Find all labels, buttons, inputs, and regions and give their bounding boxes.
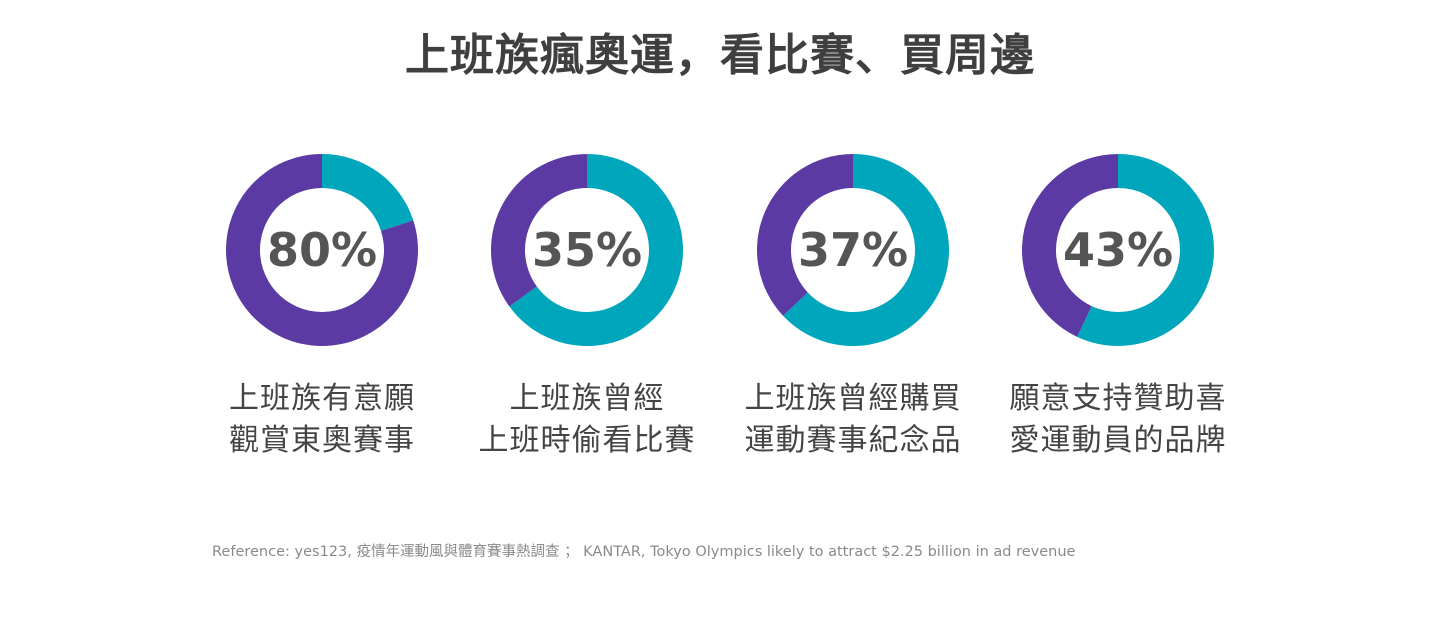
chart-caption-1: 上班族有意願 觀賞東奧賽事 <box>182 378 462 462</box>
donut-4: 43% <box>1022 154 1214 346</box>
caption-line-1: 上班族有意願 <box>229 381 415 416</box>
donut-3-slice-1 <box>783 154 949 346</box>
caption-line-1: 願意支持贊助喜 <box>1009 381 1227 416</box>
caption-line-2: 觀賞東奧賽事 <box>229 423 415 458</box>
donut-4-slice-2 <box>1022 154 1118 337</box>
caption-line-1: 上班族曾經購買 <box>744 381 962 416</box>
caption-line-1: 上班族曾經 <box>509 381 665 416</box>
donut-2: 35% <box>491 154 683 346</box>
donut-1-percent-label: 80% <box>267 223 377 277</box>
donut-4-percent-label: 43% <box>1063 223 1173 277</box>
donut-3: 37% <box>757 154 949 346</box>
chart-caption-4: 願意支持贊助喜 愛運動員的品牌 <box>978 378 1258 462</box>
donut-1: 80% <box>226 154 418 346</box>
chart-caption-3: 上班族曾經購買 運動賽事紀念品 <box>713 378 993 462</box>
caption-line-2: 愛運動員的品牌 <box>1009 423 1227 458</box>
donut-2-slice-2 <box>491 154 587 307</box>
page-title: 上班族瘋奧運，看比賽、買周邊 <box>405 30 1035 81</box>
caption-line-2: 上班時偷看比賽 <box>478 423 696 458</box>
donut-3-slice-2 <box>757 154 853 316</box>
donut-3-percent-label: 37% <box>798 223 908 277</box>
donut-1-slice-1 <box>322 154 414 231</box>
donut-1-slice-2 <box>226 154 418 346</box>
donut-4-slice-1 <box>1077 154 1214 346</box>
donut-2-percent-label: 35% <box>532 223 642 277</box>
donut-chart-3: 37% 上班族曾經購買 運動賽事紀念品 <box>713 150 993 480</box>
donut-chart-2: 35% 上班族曾經 上班時偷看比賽 <box>447 150 727 480</box>
donut-2-slice-1 <box>509 154 683 346</box>
chart-caption-2: 上班族曾經 上班時偷看比賽 <box>447 378 727 462</box>
donut-chart-1: 80% 上班族有意願 觀賞東奧賽事 <box>182 150 462 480</box>
reference-note: Reference: yes123, 疫情年運動風與體育賽事熱調查 ； KANT… <box>212 544 1076 560</box>
caption-line-2: 運動賽事紀念品 <box>744 423 962 458</box>
donut-chart-4: 43% 願意支持贊助喜 愛運動員的品牌 <box>978 150 1258 480</box>
